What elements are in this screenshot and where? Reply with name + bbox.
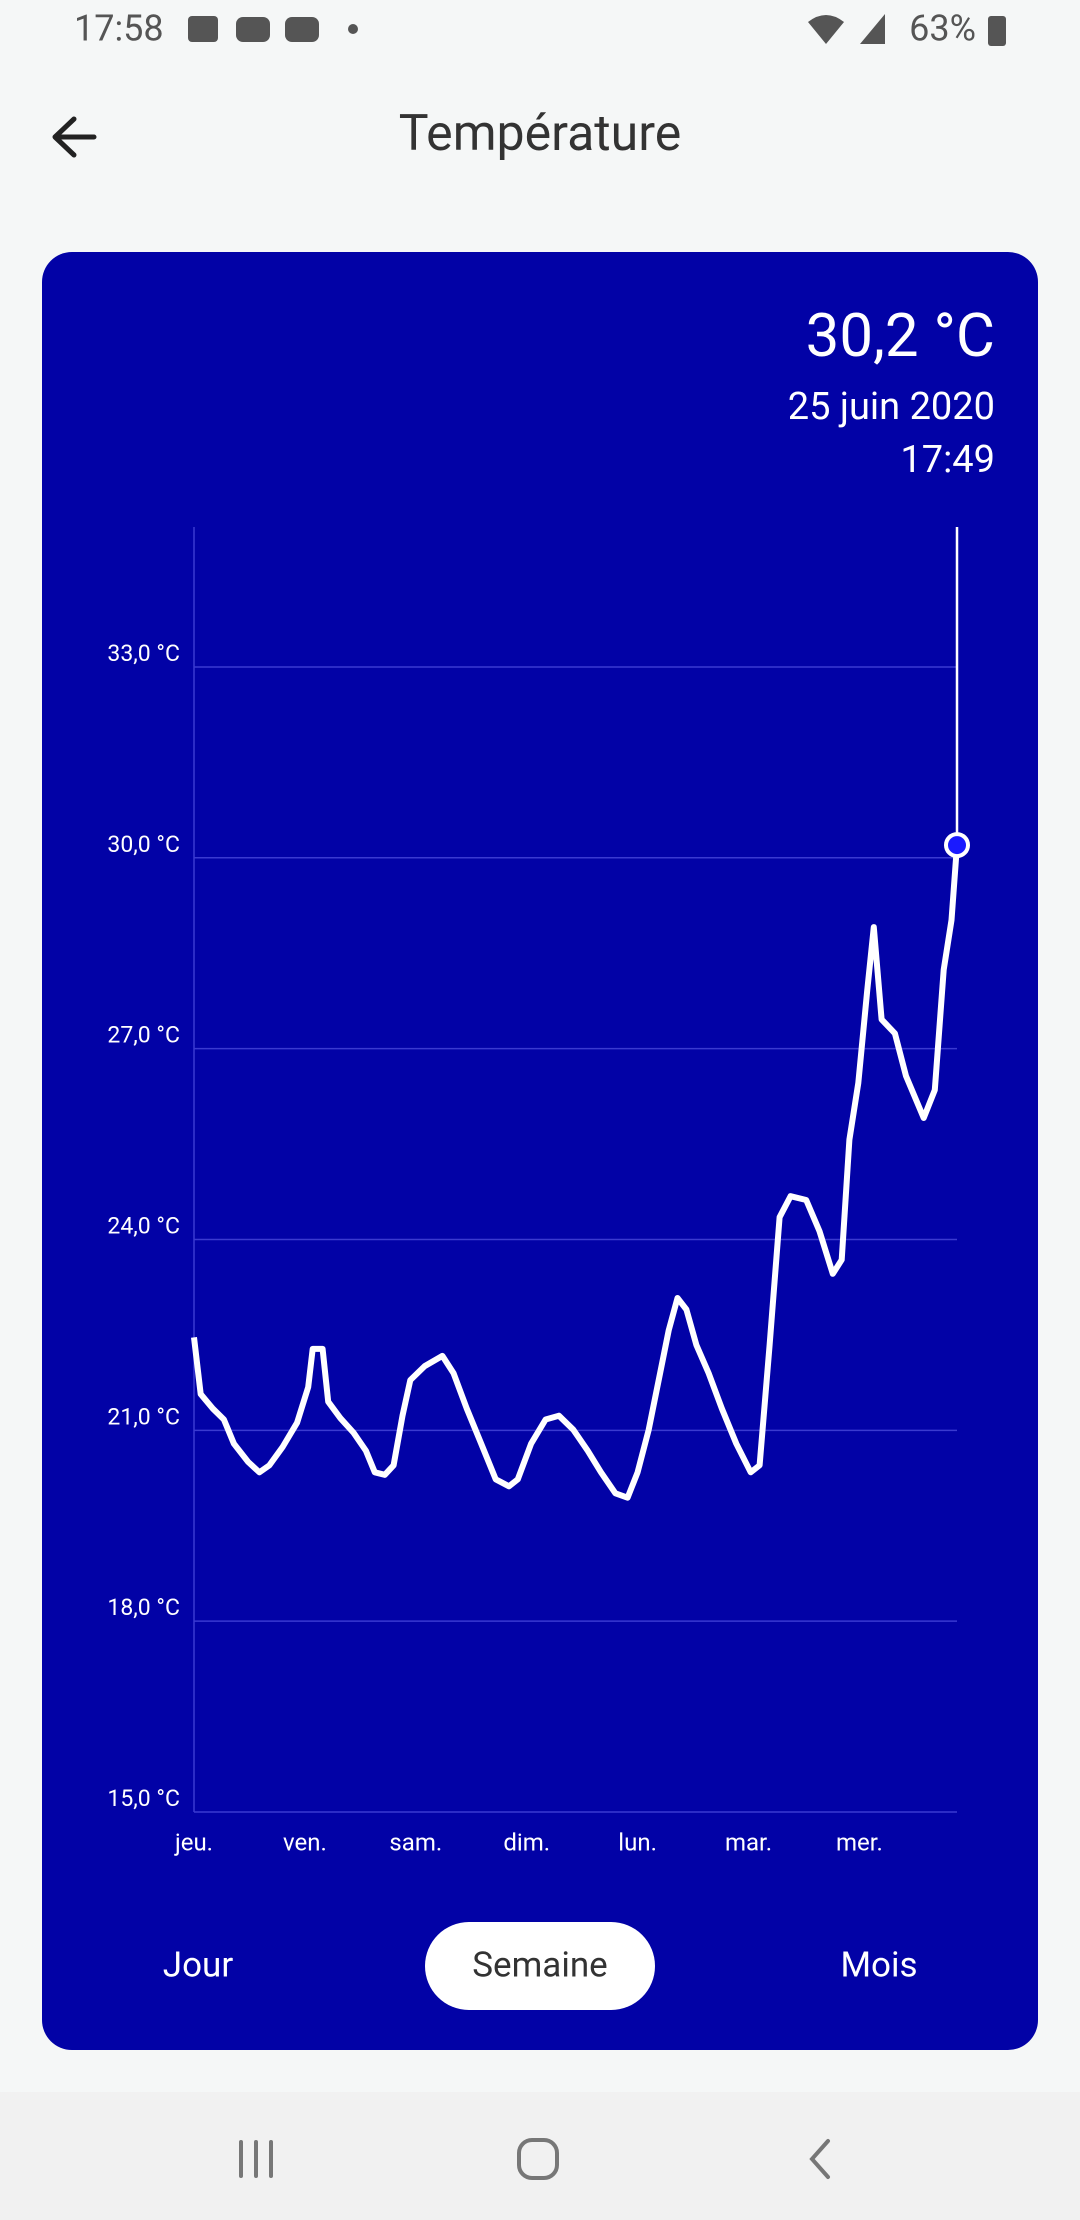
x-tick-label: lun. [618, 1828, 657, 1856]
cursor-point [944, 832, 970, 859]
signal-icon [860, 14, 885, 44]
youtube-icon [285, 17, 319, 42]
readout-time: 17:49 [900, 438, 995, 482]
gallery-icon [188, 16, 218, 42]
chart-card [42, 252, 1038, 2050]
x-tick-label: jeu. [174, 1828, 213, 1856]
y-tick-label: 33,0 °C [107, 640, 180, 667]
home-button[interactable] [517, 2138, 559, 2180]
recents-button[interactable] [239, 2140, 273, 2178]
battery-percent: 63% [909, 8, 976, 50]
back-nav-button[interactable] [809, 2139, 830, 2179]
wifi-icon [808, 15, 844, 44]
selected-tab-background[interactable] [425, 1922, 655, 2010]
y-tick-label: 15,0 °C [107, 1785, 180, 1812]
temperature-line [191, 844, 960, 1501]
x-tick-label: mar. [725, 1828, 772, 1856]
x-tick-label: ven. [283, 1828, 327, 1856]
y-tick-label: 21,0 °C [107, 1403, 180, 1430]
y-tick-label: 18,0 °C [107, 1594, 180, 1621]
y-tick-label: 27,0 °C [107, 1022, 180, 1049]
dot [348, 24, 358, 34]
readout-date: 25 juin 2020 [788, 385, 995, 429]
status-time: 17:58 [74, 8, 164, 50]
page-title: Température [399, 105, 681, 163]
readout-value: 30,2 °C [806, 300, 995, 371]
back-button[interactable] [52, 116, 97, 158]
battery-icon [988, 16, 1006, 46]
x-tick-label: dim. [503, 1828, 550, 1856]
youtube-icon [236, 17, 270, 42]
range-tab[interactable]: Mois [840, 1944, 917, 1985]
range-tab[interactable]: Jour [163, 1944, 234, 1985]
y-tick-label: 30,0 °C [107, 831, 180, 858]
range-tabs: Jour Semaine Mois [163, 1922, 918, 2010]
nav-bar [0, 2092, 1080, 2220]
x-tick-label: mer. [836, 1828, 883, 1856]
plot: 15,0 °C 18,0 °C 21,0 °C 24,0 °C 27,0 °C 30,0 … [107, 527, 970, 1856]
x-tick-label: sam. [389, 1828, 442, 1856]
y-tick-label: 24,0 °C [107, 1213, 180, 1240]
nav-buttons [239, 2138, 830, 2180]
status-icons [188, 14, 1006, 46]
range-tab[interactable]: Semaine [472, 1944, 607, 1985]
